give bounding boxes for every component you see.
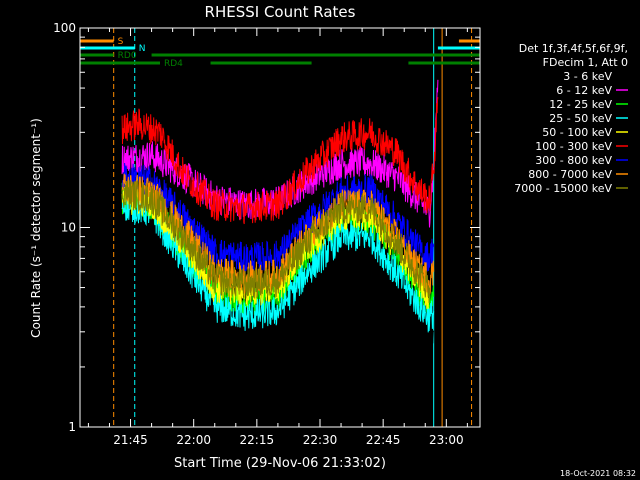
flag-label: S [118,37,124,47]
x-tick-label: 22:45 [366,433,401,447]
plot-clip-group [80,28,480,427]
y-tick-label: 1 [68,420,76,434]
series-line [121,180,430,303]
y-tick-label: 100 [53,21,76,35]
legend-entry-label: 50 - 100 keV [542,126,612,139]
x-tick-label: 22:30 [303,433,338,447]
legend-entry-label: 800 - 7000 keV [528,168,612,181]
x-tick-label: 22:00 [176,433,211,447]
series-line [121,79,439,228]
legend-entry-label: 6 - 12 keV [556,84,612,97]
legend: Det 1f,3f,4f,5f,6f,9f,FDecim 1, Att 03 -… [514,42,628,195]
chart-title: RHESSI Count Rates [205,3,356,21]
y-axis-label: Count Rate (s⁻¹ detector segment⁻¹) [29,118,43,338]
legend-entry-label: 3 - 6 keV [563,70,612,83]
legend-header: Det 1f,3f,4f,5f,6f,9f, [519,42,628,55]
flag-label: RD0 [118,51,137,61]
series-line [121,97,439,225]
legend-entry-label: 100 - 300 keV [535,140,612,153]
y-tick-label: 10 [61,221,76,235]
flag-label: RD4 [164,59,183,69]
footer-date: 18-Oct-2021 08:32 [560,469,636,478]
legend-entry-label: 25 - 50 keV [549,112,612,125]
flag-label: N [139,44,146,54]
legend-header: FDecim 1, Att 0 [543,56,628,69]
legend-entry-label: 12 - 25 keV [549,98,612,111]
legend-entry-label: 300 - 800 keV [535,154,612,167]
x-tick-label: 23:00 [429,433,464,447]
x-tick-label: 22:15 [240,433,275,447]
x-axis-label: Start Time (29-Nov-06 21:33:02) [174,456,386,471]
legend-entry-label: 7000 - 15000 keV [514,182,612,195]
x-tick-label: 21:45 [113,433,148,447]
axes: 21:45 22:00 22:15 22:30 22:45 23:00 1 10 100 [53,21,481,447]
